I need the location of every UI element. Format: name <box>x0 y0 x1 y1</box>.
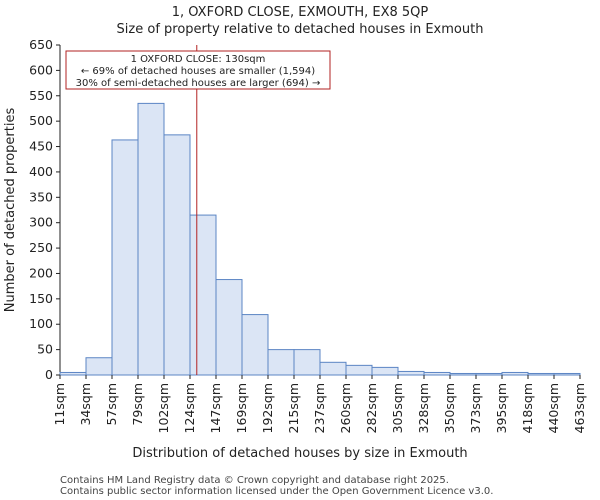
y-tick-label: 200 <box>29 265 53 280</box>
annotation-line-3: 30% of semi-detached houses are larger (… <box>76 78 321 89</box>
histogram-bar <box>345 364 373 376</box>
y-tick-label: 350 <box>29 189 53 204</box>
histogram-bar <box>423 371 451 376</box>
histogram-bar <box>371 366 399 376</box>
chart-subtitle: Size of property relative to detached ho… <box>117 22 484 37</box>
y-axis-label: Number of detached properties <box>3 108 18 313</box>
annotation-box: 1 OXFORD CLOSE: 130sqm ← 69% of detached… <box>65 50 331 90</box>
y-tick-labels: 0 50 100 150 200 250 300 350 400 450 500 550 600 650 <box>29 37 60 382</box>
x-tick-label: 237sqm <box>312 383 327 433</box>
y-tick-label: 450 <box>29 139 53 154</box>
bars-group <box>59 102 581 376</box>
histogram-bar <box>527 372 555 376</box>
histogram-bar <box>163 134 191 376</box>
y-tick-label: 300 <box>29 215 53 230</box>
annotation-line-1: 1 OXFORD CLOSE: 130sqm <box>131 54 266 65</box>
histogram-bar <box>189 214 217 376</box>
histogram-bar <box>475 372 503 376</box>
x-tick-label: 192sqm <box>260 383 275 433</box>
x-tick-label: 57sqm <box>104 383 119 426</box>
y-tick-label: 50 <box>37 342 53 357</box>
x-tick-label: 102sqm <box>156 383 171 433</box>
histogram-bar <box>241 314 269 376</box>
x-tick-label: 440sqm <box>546 383 561 433</box>
x-tick-label: 418sqm <box>520 383 535 433</box>
y-tick-label: 150 <box>29 291 53 306</box>
histogram-bar <box>85 357 113 376</box>
x-tick-label: 463sqm <box>572 383 587 433</box>
x-tick-label: 147sqm <box>208 383 223 433</box>
y-tick-label: 100 <box>29 316 53 331</box>
x-tick-label: 373sqm <box>468 383 483 433</box>
histogram-bar <box>137 102 165 376</box>
x-tick-label: 260sqm <box>338 383 353 433</box>
x-tick-label: 34sqm <box>78 383 93 426</box>
histogram-bar <box>397 370 425 376</box>
y-tick-label: 0 <box>45 367 53 382</box>
x-tick-label: 124sqm <box>182 383 197 433</box>
y-tick-label: 550 <box>29 88 53 103</box>
x-tick-label: 169sqm <box>234 383 249 433</box>
histogram-bar <box>267 349 295 376</box>
x-tick-label: 395sqm <box>494 383 509 433</box>
footer-line-2: Contains public sector information licen… <box>60 486 493 497</box>
histogram-bar <box>215 279 243 376</box>
y-tick-label: 250 <box>29 240 53 255</box>
x-tick-label: 79sqm <box>130 383 145 426</box>
histogram-bar <box>319 361 347 376</box>
x-tick-label: 282sqm <box>364 383 379 433</box>
x-tick-labels: 11sqm 34sqm 57sqm 79sqm 102sqm 124sqm 147sqm 16… <box>52 375 587 433</box>
histogram-bar <box>553 372 581 376</box>
x-tick-label: 215sqm <box>286 383 301 433</box>
x-tick-label: 305sqm <box>390 383 405 433</box>
histogram-bar <box>59 371 87 376</box>
annotation-line-2: ← 69% of detached houses are smaller (1,… <box>81 66 315 77</box>
x-tick-label: 328sqm <box>416 383 431 433</box>
y-tick-label: 400 <box>29 164 53 179</box>
y-tick-label: 500 <box>29 113 53 128</box>
histogram-bar <box>449 372 477 376</box>
y-tick-label: 600 <box>29 62 53 77</box>
histogram-bar <box>501 371 529 376</box>
chart-title: 1, OXFORD CLOSE, EXMOUTH, EX8 5QP <box>172 5 429 20</box>
histogram-bar <box>111 139 139 376</box>
x-axis-label: Distribution of detached houses by size … <box>132 446 467 461</box>
x-tick-label: 11sqm <box>52 383 67 426</box>
histogram-bar <box>293 349 321 376</box>
x-tick-label: 350sqm <box>442 383 457 433</box>
y-tick-label: 650 <box>29 37 53 52</box>
footer-line-1: Contains HM Land Registry data © Crown c… <box>60 475 449 486</box>
